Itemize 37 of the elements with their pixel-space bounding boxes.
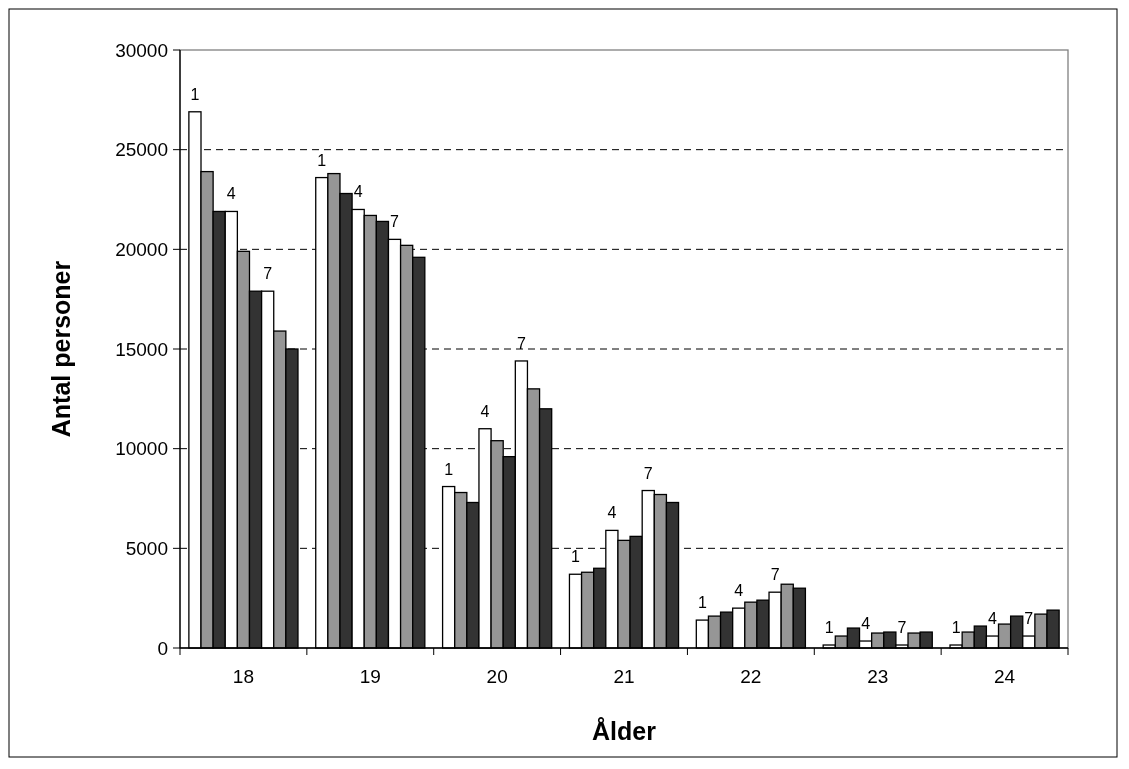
- x-axis-title: Ålder: [592, 717, 657, 745]
- text: 1: [317, 151, 327, 169]
- text: 1: [824, 619, 834, 637]
- series-label: 4: [226, 185, 236, 203]
- text: 7: [516, 334, 526, 352]
- text: 7: [1024, 610, 1034, 628]
- text: 1: [444, 460, 454, 478]
- text: 7: [897, 619, 907, 637]
- x-tick-label: 20: [486, 666, 508, 687]
- x-tick-label: 18: [232, 666, 254, 687]
- x-tick-label: 21: [613, 666, 635, 687]
- y-tick-label: 5000: [125, 537, 168, 559]
- text: 4: [480, 402, 490, 420]
- y-tick-label: 10000: [115, 438, 168, 460]
- y-tick-label: 0: [157, 637, 168, 659]
- text: 4: [861, 615, 871, 633]
- series-label: 1: [190, 85, 200, 103]
- y-tick-label: 15000: [115, 338, 168, 360]
- x-tick-label: 22: [740, 666, 762, 687]
- text: 7: [643, 464, 653, 482]
- x-tick-label: 19: [359, 666, 381, 687]
- y-tick-label: 20000: [115, 238, 168, 260]
- y-tick-label: 25000: [115, 139, 168, 161]
- text: 1: [571, 548, 580, 566]
- text: 7: [770, 566, 780, 584]
- x-tick-label: 23: [867, 666, 889, 687]
- x-tick-label: 24: [994, 666, 1016, 687]
- text: 1: [697, 594, 707, 612]
- text: 4: [607, 504, 617, 522]
- series-label: 7: [263, 265, 273, 283]
- y-axis-title: Antal personer: [47, 260, 75, 438]
- text: 4: [734, 582, 744, 600]
- text: 7: [390, 213, 399, 231]
- text: 4: [353, 183, 363, 201]
- y-tick-label: 30000: [115, 39, 168, 61]
- text: 1: [951, 619, 961, 637]
- text: 4: [988, 610, 997, 628]
